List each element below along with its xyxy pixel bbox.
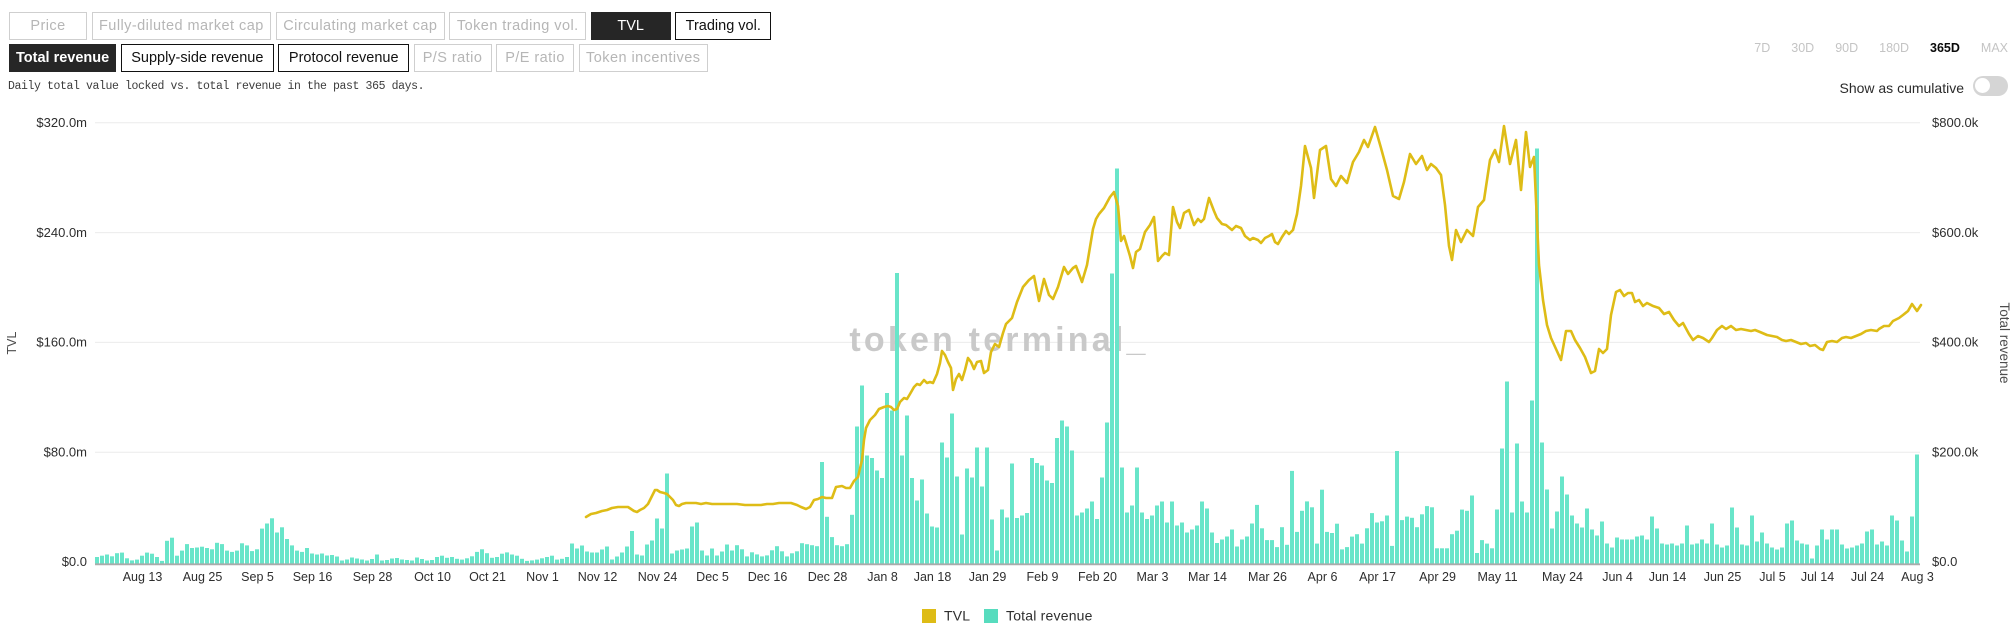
svg-text:$600.0k: $600.0k [1932, 225, 1979, 240]
svg-text:Dec 16: Dec 16 [748, 570, 788, 584]
svg-text:Aug 13: Aug 13 [123, 570, 163, 584]
svg-text:Feb 20: Feb 20 [1078, 570, 1117, 584]
svg-text:$240.0m: $240.0m [36, 225, 87, 240]
svg-text:token terminal_: token terminal_ [849, 321, 1148, 359]
svg-text:Aug 25: Aug 25 [183, 570, 223, 584]
svg-text:Jul 5: Jul 5 [1759, 570, 1785, 584]
svg-text:$0.0: $0.0 [62, 554, 87, 569]
svg-text:Feb 9: Feb 9 [1027, 570, 1059, 584]
svg-text:Total revenue: Total revenue [1006, 608, 1093, 624]
svg-text:TVL: TVL [5, 331, 19, 354]
svg-text:May 11: May 11 [1477, 570, 1517, 584]
svg-text:Apr 6: Apr 6 [1308, 570, 1338, 584]
svg-text:Jul 14: Jul 14 [1801, 570, 1834, 584]
svg-text:Mar 3: Mar 3 [1137, 570, 1169, 584]
svg-text:Sep 28: Sep 28 [353, 570, 393, 584]
svg-text:Nov 1: Nov 1 [526, 570, 559, 584]
svg-text:Jan 8: Jan 8 [867, 570, 898, 584]
svg-text:$80.0m: $80.0m [44, 445, 87, 460]
svg-text:$400.0k: $400.0k [1932, 335, 1979, 350]
svg-text:May 24: May 24 [1542, 570, 1583, 584]
svg-text:Mar 14: Mar 14 [1188, 570, 1227, 584]
svg-text:$200.0k: $200.0k [1932, 445, 1979, 460]
svg-text:Jun 14: Jun 14 [1649, 570, 1687, 584]
svg-text:Jun 4: Jun 4 [1602, 570, 1633, 584]
svg-text:$0.0: $0.0 [1932, 554, 1957, 569]
svg-text:Nov 24: Nov 24 [638, 570, 678, 584]
svg-text:TVL: TVL [944, 608, 970, 624]
svg-text:$800.0k: $800.0k [1932, 115, 1979, 130]
svg-text:Sep 5: Sep 5 [241, 570, 274, 584]
svg-text:$160.0m: $160.0m [36, 335, 87, 350]
svg-text:Nov 12: Nov 12 [578, 570, 618, 584]
svg-text:$320.0m: $320.0m [36, 115, 87, 130]
svg-text:Apr 29: Apr 29 [1419, 570, 1456, 584]
svg-text:Oct 10: Oct 10 [414, 570, 451, 584]
svg-text:Dec 28: Dec 28 [808, 570, 848, 584]
svg-text:Jun 25: Jun 25 [1704, 570, 1742, 584]
svg-text:Jan 18: Jan 18 [914, 570, 952, 584]
svg-text:Jul 24: Jul 24 [1851, 570, 1884, 584]
svg-text:Oct 21: Oct 21 [469, 570, 506, 584]
svg-text:Mar 26: Mar 26 [1248, 570, 1287, 584]
svg-text:Sep 16: Sep 16 [293, 570, 333, 584]
svg-text:Dec 5: Dec 5 [696, 570, 729, 584]
svg-text:Apr 17: Apr 17 [1359, 570, 1396, 584]
svg-text:Aug 3: Aug 3 [1901, 570, 1934, 584]
svg-text:Jan 29: Jan 29 [969, 570, 1007, 584]
svg-text:Total revenue: Total revenue [1997, 302, 2012, 383]
